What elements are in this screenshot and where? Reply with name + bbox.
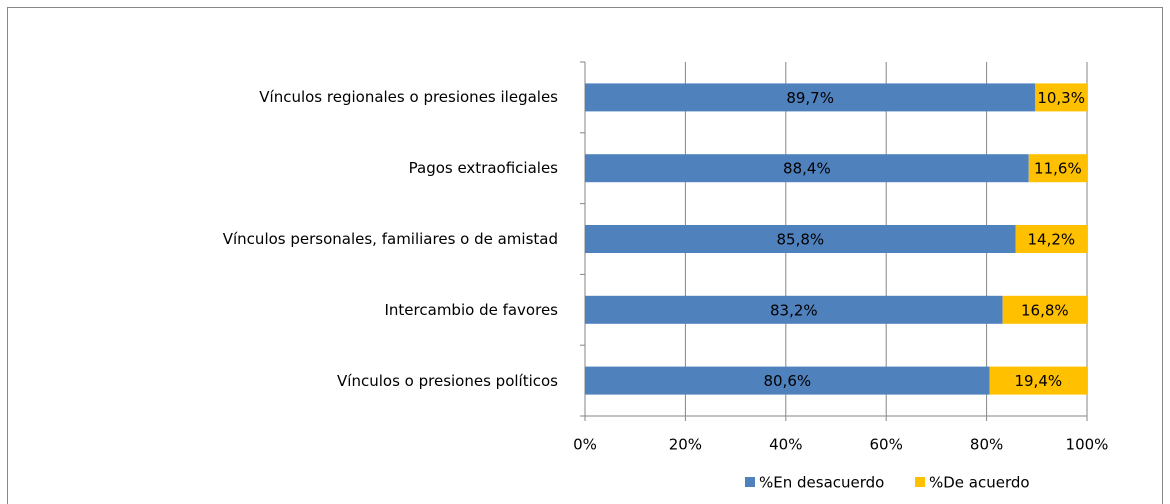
bar-segment bbox=[1002, 295, 1087, 324]
category-text: Vínculos personales, familiares o de ami… bbox=[222, 230, 558, 248]
x-tick-label: 20% bbox=[669, 436, 702, 454]
category-text: Vínculos regionales o presiones ilegales bbox=[259, 88, 558, 107]
data-label: 16,8% bbox=[1021, 301, 1069, 319]
bar-segment bbox=[585, 83, 1036, 112]
category-text: Intercambio de favores bbox=[384, 300, 559, 319]
data-label: 14,2% bbox=[1028, 231, 1076, 249]
data-label: 11,6% bbox=[1034, 160, 1082, 178]
legend-swatch bbox=[745, 477, 755, 487]
chart-border bbox=[7, 7, 1163, 504]
bar-segment bbox=[989, 366, 1087, 395]
category-text: Pagos extraoficiales bbox=[408, 159, 558, 178]
bar-segment bbox=[585, 295, 1003, 324]
legend-swatch bbox=[915, 477, 925, 487]
x-tick-label: 80% bbox=[970, 436, 1003, 454]
legend-label: %En desacuerdo bbox=[759, 474, 884, 492]
bar-segment bbox=[585, 366, 990, 395]
category-label: Pagos extraoficiales bbox=[409, 138, 558, 198]
bar-segment bbox=[1035, 83, 1087, 112]
bar-segment bbox=[1015, 225, 1087, 253]
category-label: Intercambio de favores bbox=[385, 280, 559, 340]
data-label: 88,4% bbox=[783, 160, 831, 178]
legend-label: %De acuerdo bbox=[929, 474, 1030, 492]
data-label: 80,6% bbox=[763, 372, 811, 390]
data-label: 10,3% bbox=[1037, 89, 1085, 107]
data-label: 85,8% bbox=[777, 231, 825, 249]
category-label: Vínculos regionales o presiones ilegales bbox=[259, 67, 558, 127]
x-tick-label: 40% bbox=[769, 436, 802, 454]
x-tick-label: 60% bbox=[870, 436, 903, 454]
bar-segment bbox=[585, 154, 1029, 183]
category-label: Vínculos personales, familiares o de ami… bbox=[223, 209, 558, 269]
category-text: Vínculos o presiones políticos bbox=[337, 371, 558, 390]
x-tick-label: 100% bbox=[1066, 436, 1109, 454]
category-label: Vínculos o presiones políticos bbox=[337, 351, 558, 411]
data-label: 83,2% bbox=[770, 301, 818, 319]
bar-segment bbox=[585, 225, 1016, 253]
x-tick-label: 0% bbox=[573, 436, 597, 454]
data-label: 89,7% bbox=[786, 89, 834, 107]
data-label: 19,4% bbox=[1014, 372, 1062, 390]
bar-segment bbox=[1028, 154, 1087, 183]
